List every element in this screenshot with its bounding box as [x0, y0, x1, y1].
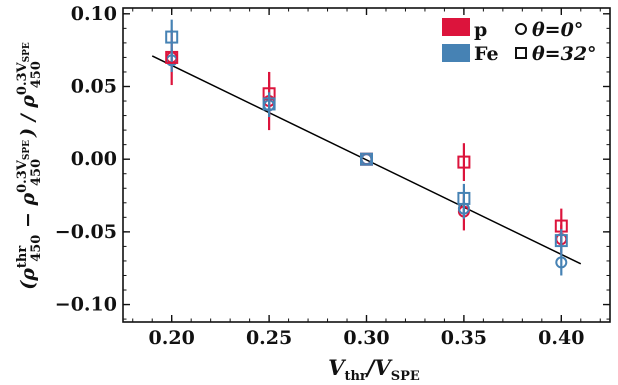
y-axis-label: (ρthr450 − ρ0.3VSPE450) / ρ0.3VSPE450 — [15, 42, 44, 290]
x-tick-label: 0.30 — [343, 327, 389, 349]
x-tick-label: 0.20 — [149, 327, 195, 349]
x-axis-label: Vthr/VSPE — [328, 355, 420, 384]
legend-swatch-fe — [442, 44, 470, 62]
x-axis-label-mid: /V — [365, 355, 394, 380]
y-axis-label-sub1: 450 — [29, 235, 44, 262]
x-tick-label: 0.35 — [441, 327, 487, 349]
data-point-circle — [555, 256, 568, 269]
data-point-square — [165, 30, 179, 44]
fit-line-group — [151, 55, 582, 265]
data-point-square — [360, 152, 373, 166]
y-axis-label-open: (ρ — [17, 268, 39, 290]
data-point-square — [262, 97, 276, 111]
fit-line — [151, 55, 582, 265]
data-markers — [165, 19, 568, 276]
legend-square-marker — [515, 47, 527, 59]
legend-circle-marker — [515, 23, 527, 35]
legend-label-p: p — [474, 19, 487, 41]
data-point-square — [457, 155, 471, 169]
legend: p Fe θ=0° θ=32° — [442, 18, 597, 65]
legend-label-theta32: θ=32° — [532, 43, 597, 65]
y-axis-label-sup3: 0.3V — [15, 61, 30, 95]
y-axis-label-sup3sub: SPE — [22, 42, 32, 62]
y-axis-label-minus: − ρ — [17, 193, 39, 235]
y-axis-label-sup2sub: SPE — [22, 140, 32, 160]
y-tick-label: 0.00 — [71, 148, 117, 170]
x-axis-label-sub2: SPE — [391, 369, 420, 384]
x-axis-ticks: 0.20 0.25 0.30 0.35 0.40 — [132, 8, 601, 349]
legend-swatch-p — [442, 18, 470, 36]
data-point-square — [554, 234, 568, 248]
y-tick-label: 0.05 — [71, 76, 117, 98]
y-axis-label-sub2: 450 — [29, 159, 44, 186]
y-tick-label: −0.10 — [55, 294, 117, 316]
x-tick-label: 0.40 — [538, 327, 584, 349]
x-axis-label-main: V — [328, 355, 347, 380]
legend-label-fe: Fe — [474, 43, 499, 65]
y-axis-label-sup1: thr — [15, 246, 30, 268]
y-axis-label-sub3: 450 — [29, 61, 44, 88]
y-axis-ticks: 0.10 0.05 0.00 −0.05 −0.10 — [55, 3, 610, 320]
y-tick-label: 0.10 — [71, 3, 117, 25]
y-axis-label-close: ) / ρ — [17, 95, 39, 138]
legend-label-theta0: θ=0° — [532, 19, 583, 41]
x-axis-label-sub1: thr — [344, 369, 366, 384]
y-axis-label-sup2: 0.3V — [15, 159, 30, 193]
data-point-square — [457, 191, 471, 205]
x-tick-label: 0.25 — [246, 327, 292, 349]
y-tick-label: −0.05 — [55, 221, 117, 243]
